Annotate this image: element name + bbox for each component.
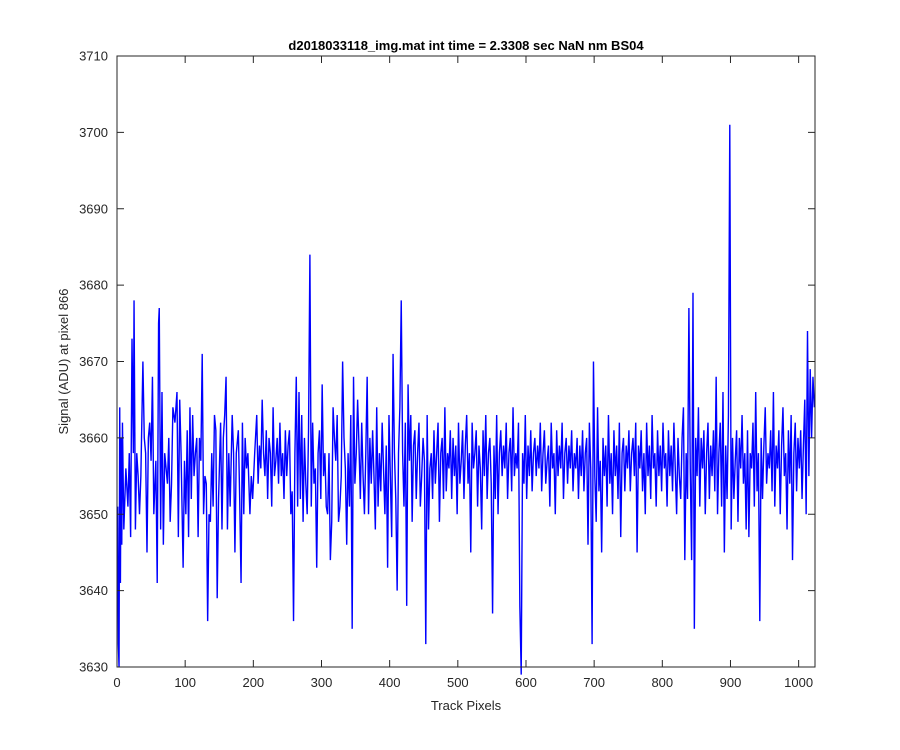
x-tick-label: 500 — [447, 675, 469, 690]
y-tick-label: 3710 — [79, 49, 108, 64]
ticks-layer: 0 100 200 300 400 500 600 700 800 900 1000 3630 3640… — [79, 49, 815, 690]
x-tick-label: 400 — [379, 675, 401, 690]
y-tick-label: 3670 — [79, 354, 108, 369]
x-tick-label: 800 — [651, 675, 673, 690]
y-tick-label: 3630 — [79, 660, 108, 675]
series-layer — [116, 124, 816, 675]
plot-area — [117, 56, 815, 667]
x-tick-label: 600 — [515, 675, 537, 690]
y-tick-label: 3700 — [79, 125, 108, 140]
y-tick-label: 3640 — [79, 583, 108, 598]
y-tick-label: 3660 — [79, 430, 108, 445]
x-tick-label: 200 — [242, 675, 264, 690]
x-tick-label: 700 — [583, 675, 605, 690]
y-tick-label: 3650 — [79, 507, 108, 522]
y-axis-label: Signal (ADU) at pixel 866 — [56, 289, 71, 435]
x-tick-label: 1000 — [784, 675, 813, 690]
x-tick-label: 100 — [174, 675, 196, 690]
x-tick-label: 900 — [720, 675, 742, 690]
y-tick-label: 3690 — [79, 201, 108, 216]
y-tick-label: 3680 — [79, 278, 108, 293]
series-line-0 — [116, 124, 816, 675]
x-tick-label: 0 — [113, 675, 120, 690]
x-axis-label: Track Pixels — [431, 698, 502, 713]
x-tick-label: 300 — [311, 675, 333, 690]
chart-title: d2018033118_img.mat int time = 2.3308 se… — [288, 38, 644, 53]
